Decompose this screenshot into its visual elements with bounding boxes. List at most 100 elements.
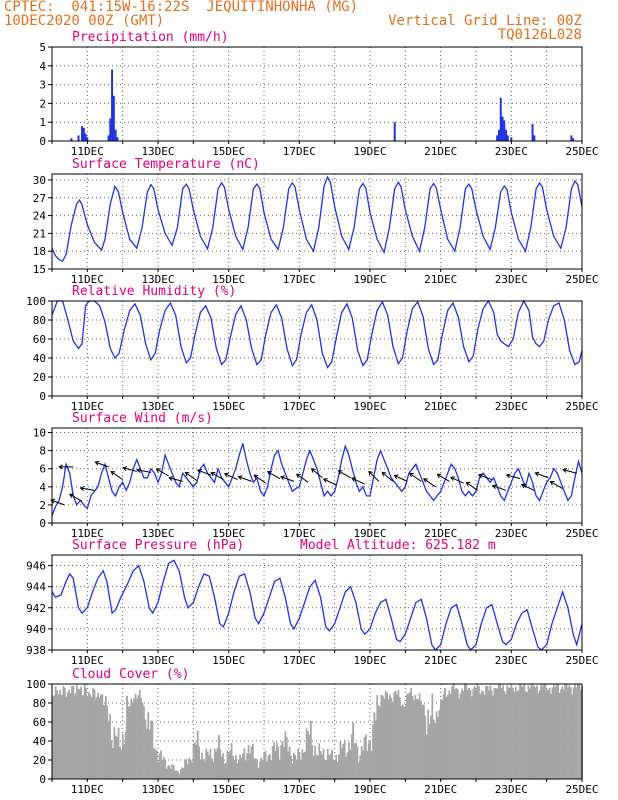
cloud-bar [497, 684, 500, 779]
cloud-bar [220, 756, 223, 779]
cloud-bar [164, 759, 167, 779]
cloud-bar [454, 689, 456, 779]
y-tick-label: 60 [33, 333, 46, 346]
cloud-bar [273, 741, 275, 779]
wind-arrowhead [279, 475, 285, 481]
cloud-bar [250, 746, 253, 779]
panel-title: Precipitation (mm/h) [72, 30, 229, 45]
cloud-bar [387, 699, 390, 779]
header-date: 10DEC2020 00Z (GMT) [4, 13, 165, 29]
cloud-bar [366, 750, 369, 779]
y-tick-label: 8 [39, 445, 46, 458]
cloud-bar [411, 695, 414, 779]
cloud-bar [219, 749, 222, 779]
cloud-bar [529, 688, 531, 779]
cloud-bar [410, 688, 412, 779]
precip-bar [510, 137, 513, 141]
wind-arrowhead [520, 483, 526, 489]
cloud-bar [213, 748, 216, 779]
cloud-bar [342, 743, 345, 779]
x-tick-label: 13DEC [141, 273, 174, 286]
wind-vector [535, 472, 549, 479]
cloud-bar [536, 685, 538, 779]
wind-vector [296, 473, 309, 483]
cloud-bar [447, 694, 449, 779]
precip-bar [496, 135, 499, 141]
wind-vector [381, 471, 394, 482]
precip-bar [533, 135, 536, 141]
cloud-bar [76, 684, 78, 779]
x-tick-label: 13DEC [141, 654, 174, 667]
cloud-bar [324, 760, 326, 779]
cloud-bar [294, 755, 297, 779]
x-tick-label: 13DEC [141, 145, 174, 158]
cloud-bar [514, 686, 517, 779]
cloud-bar [577, 684, 579, 779]
precip-bar [111, 69, 114, 141]
y-tick-label: 30 [33, 174, 46, 187]
x-tick-label: 13DEC [141, 527, 174, 540]
panel-title: Cloud Cover (%) [72, 667, 189, 682]
y-tick-label: 27 [33, 192, 46, 205]
precip-bar [499, 97, 502, 141]
y-tick-label: 80 [33, 314, 46, 327]
x-tick-label: 23DEC [495, 145, 528, 158]
cloud-bar [260, 757, 263, 779]
wind-arrowhead [423, 478, 428, 483]
cloud-bar [456, 689, 459, 779]
cloud-bar [192, 744, 195, 779]
cloud-bar [479, 694, 482, 779]
cloud-bar [533, 686, 535, 779]
cloud-bar [78, 689, 81, 779]
cloud-bar [571, 694, 574, 779]
cloud-bar [367, 742, 370, 779]
y-tick-label: 100 [26, 295, 46, 308]
cloud-bar [295, 759, 298, 779]
cloud-bar [339, 741, 342, 779]
cloud-bar [305, 728, 308, 779]
precip-bar [505, 129, 508, 141]
x-tick-label: 19DEC [353, 145, 386, 158]
cloud-bar [182, 768, 185, 779]
cloud-bar [428, 723, 431, 779]
cloud-bar [116, 737, 119, 779]
cloud-bar [85, 687, 87, 779]
cloud-bar [227, 753, 230, 779]
cloud-bar [403, 706, 405, 779]
cloud-bar [301, 749, 304, 779]
cloud-bar [89, 694, 92, 779]
cloud-bar [107, 721, 110, 779]
cloud-bar [449, 693, 452, 779]
cloud-bar [488, 690, 490, 779]
x-tick-label: 23DEC [495, 783, 528, 796]
x-tick-label: 15DEC [212, 527, 245, 540]
cloud-bar [562, 689, 565, 779]
wind-vector [197, 469, 212, 476]
wind-arrowhead [58, 464, 63, 470]
x-tick-label: 21DEC [424, 273, 457, 286]
x-tick-label: 15DEC [212, 145, 245, 158]
cloud-bar [168, 765, 171, 779]
cloud-bar [177, 771, 179, 779]
cloud-bar [81, 695, 84, 779]
cloud-bar [400, 705, 403, 779]
x-tick-label: 11DEC [71, 527, 104, 540]
cloud-bar [575, 687, 578, 779]
wind-arrowhead [562, 468, 568, 473]
wind-vector [51, 499, 65, 506]
cloud-bar [73, 696, 75, 779]
cloud-bar [425, 734, 428, 779]
cloud-bar [288, 746, 291, 779]
cloud-bar [544, 684, 547, 779]
cloud-bar [492, 695, 494, 779]
wind-vector [224, 473, 238, 481]
cloud-bar [557, 684, 559, 779]
wind-vector [521, 484, 535, 491]
wind-arrowhead [295, 473, 301, 479]
cloud-bar [452, 684, 455, 779]
cloud-bar [335, 754, 338, 779]
cloud-bar [131, 702, 134, 779]
y-tick-label: 18 [33, 245, 46, 258]
header-line1: CPTEC: 041:15W-16:22S JEQUITINHONHA (MG) [4, 0, 359, 15]
cloud-bar [430, 715, 432, 779]
